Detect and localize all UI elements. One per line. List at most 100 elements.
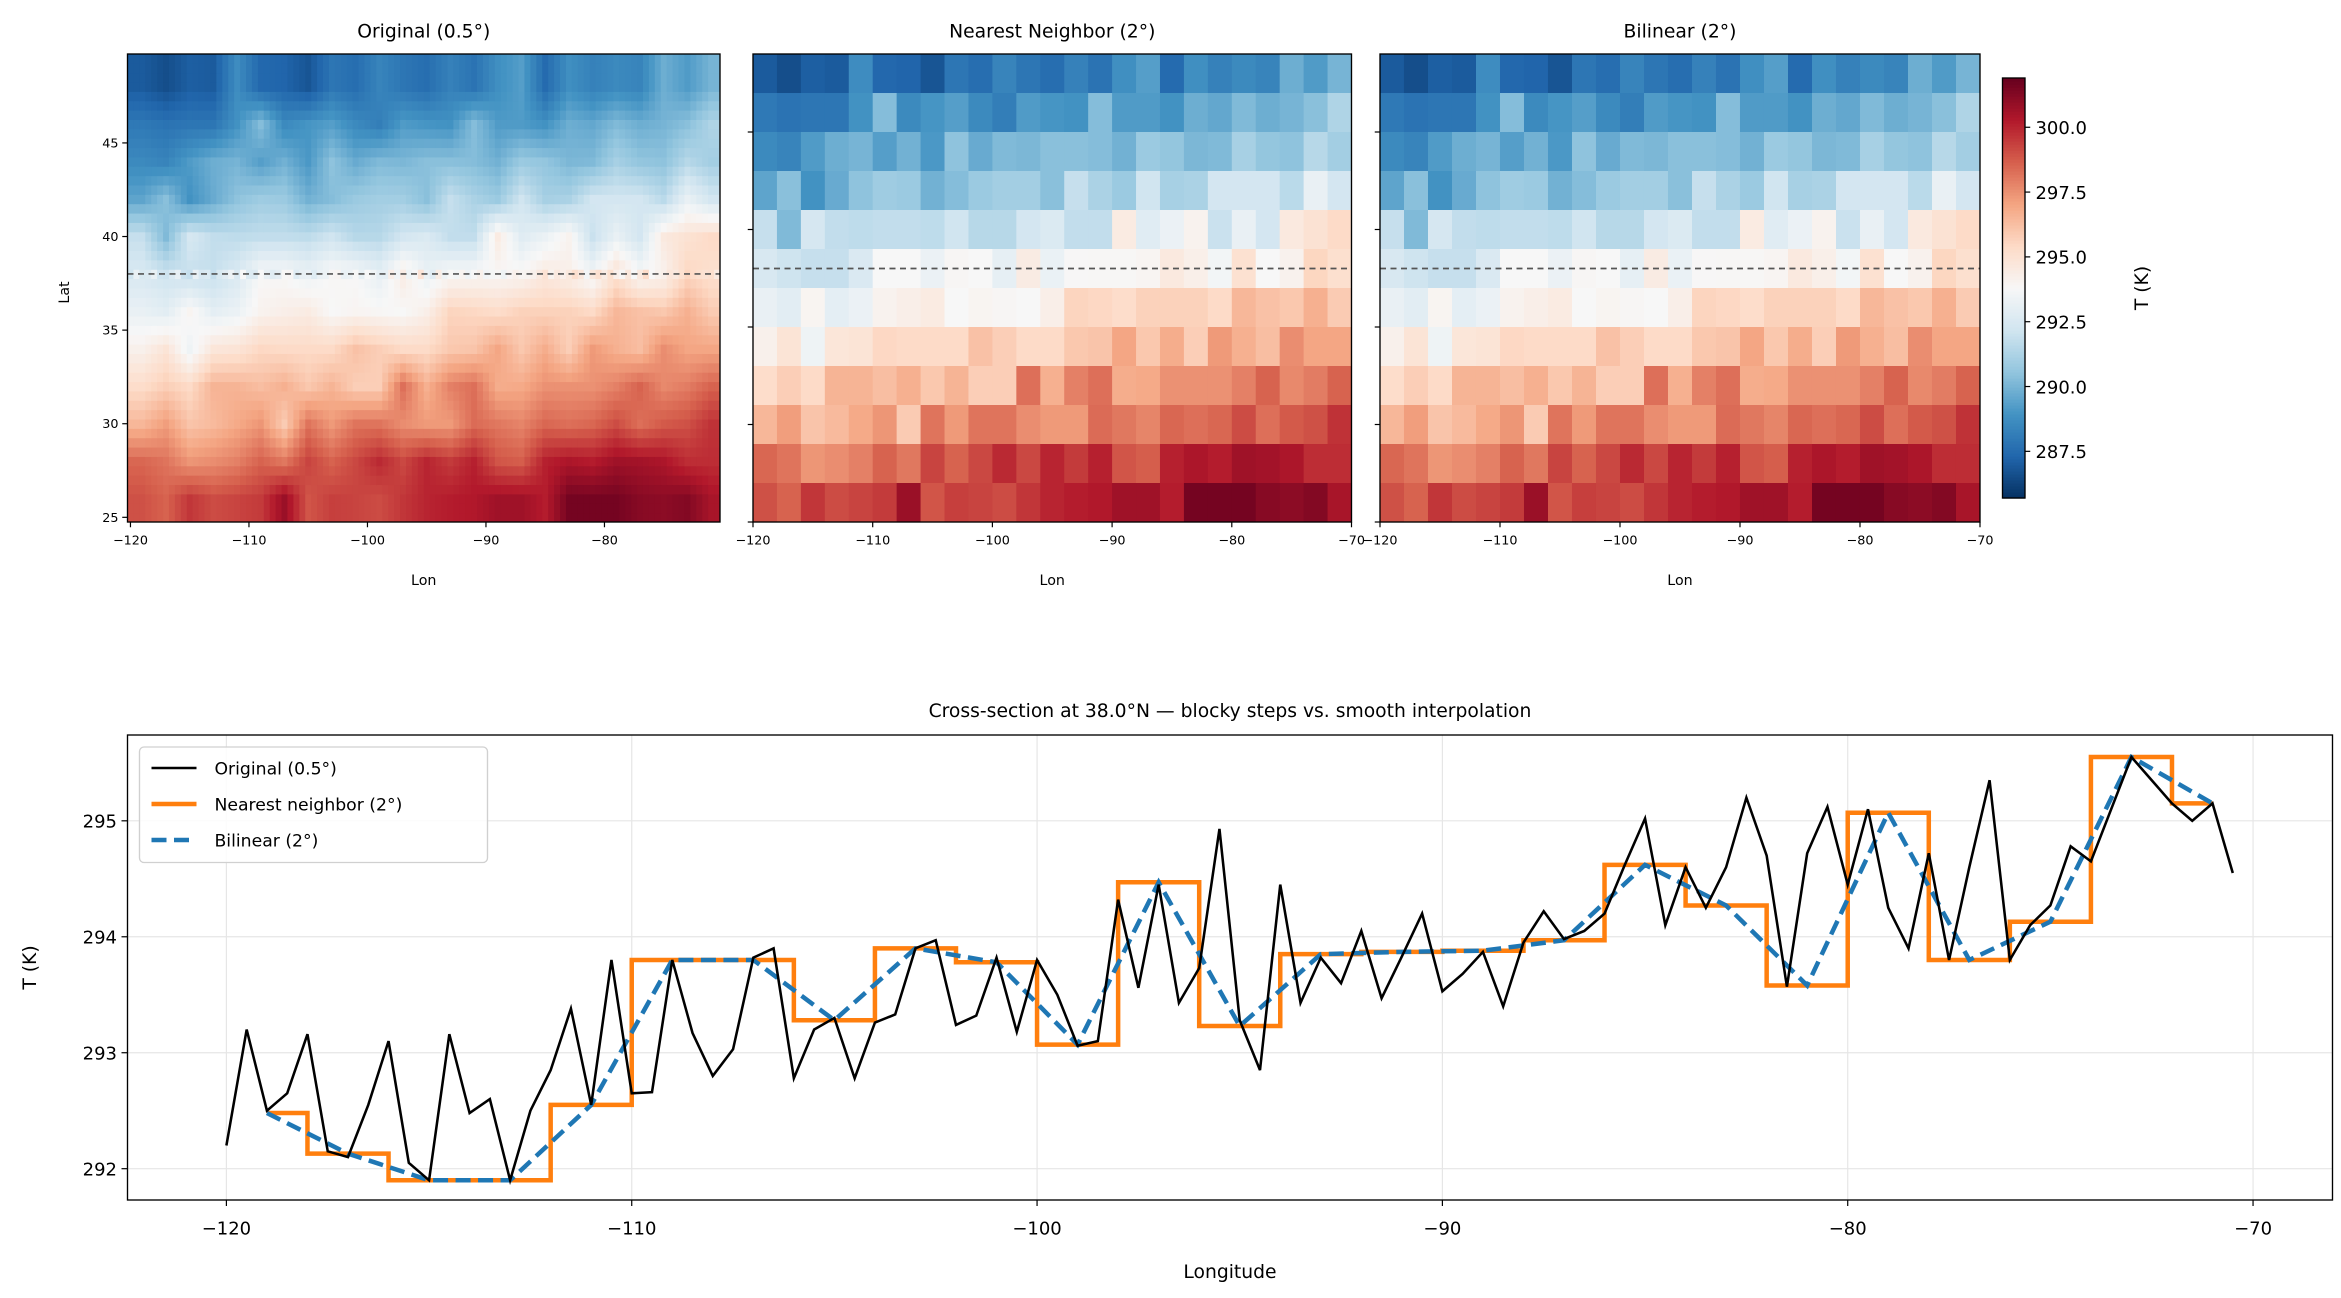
heatmap-cell: [482, 250, 490, 261]
heatmap-cell: [488, 381, 496, 392]
heatmap-cell: [388, 259, 395, 270]
heatmap-cell: [346, 63, 354, 74]
heatmap-cell: [180, 334, 188, 345]
heatmap-cell: [405, 381, 413, 392]
heatmap-cell: [589, 110, 597, 120]
heatmap-cell: [583, 119, 591, 130]
heatmap-cell: [690, 325, 697, 336]
heatmap-cell: [518, 222, 525, 233]
heatmap-cell: [287, 325, 294, 336]
heatmap-cell: [708, 334, 715, 345]
heatmap-cell: [311, 110, 318, 120]
heatmap-cell: [423, 484, 431, 495]
heatmap-cell: [595, 325, 602, 336]
heatmap-cell: [714, 288, 721, 298]
heatmap-cell: [477, 128, 484, 139]
heatmap-cell: [684, 241, 691, 252]
heatmap-cell: [714, 419, 721, 429]
heatmap-cell: [648, 493, 656, 504]
heatmap-cell: [245, 91, 253, 102]
heatmap-cell: [186, 222, 194, 233]
heatmap-cell: [305, 72, 312, 83]
heatmap-cell: [666, 147, 674, 158]
heatmap-cell: [666, 344, 674, 354]
heatmap-cell: [518, 54, 525, 64]
heatmap-cell: [317, 82, 324, 92]
heatmap-cell: [642, 437, 650, 448]
heatmap-cell: [151, 278, 158, 289]
heatmap-cell: [275, 306, 282, 317]
heatmap-cell: [423, 353, 431, 364]
heatmap-cell: [299, 344, 306, 354]
heatmap-cell: [394, 110, 401, 120]
heatmap-cell: [471, 194, 478, 205]
heatmap-cell: [299, 447, 306, 457]
heatmap-cell: [139, 372, 146, 383]
heatmap-cell: [174, 175, 182, 186]
heatmap-cell: [648, 156, 656, 167]
heatmap-cell: [642, 325, 650, 336]
heatmap-cell: [287, 231, 294, 242]
heatmap-cell: [613, 334, 620, 345]
heatmap-cell: [601, 409, 608, 420]
heatmap-cell: [512, 185, 519, 195]
heatmap-cell: [222, 166, 229, 177]
heatmap-cell: [364, 231, 371, 242]
heatmap-cell: [530, 390, 537, 401]
heatmap-cell: [198, 381, 205, 392]
heatmap-cell: [660, 306, 668, 317]
heatmap-cell: [204, 222, 211, 233]
heatmap-cell: [234, 437, 241, 448]
heatmap-cell: [577, 372, 585, 383]
heatmap-cell: [465, 100, 472, 111]
heatmap-cell: [376, 278, 383, 289]
heatmap-cell: [311, 222, 318, 233]
heatmap-cell: [358, 138, 365, 149]
heatmap-cell: [281, 428, 288, 439]
heatmap-cell: [364, 166, 371, 177]
heatmap-cell: [459, 222, 466, 233]
heatmap-cell: [560, 241, 567, 252]
heatmap-cell: [328, 54, 336, 64]
heatmap-cell: [388, 231, 395, 242]
heatmap-cell: [151, 362, 158, 373]
heatmap-cell: [512, 119, 519, 130]
heatmap-cell: [714, 334, 721, 345]
heatmap-cell: [240, 344, 247, 354]
heatmap-cell: [447, 456, 454, 467]
heatmap-cell: [358, 465, 365, 476]
heatmap-cell: [145, 325, 152, 336]
heatmap-cell: [500, 194, 508, 205]
heatmap-cell: [263, 362, 271, 373]
heatmap-cell: [305, 362, 312, 373]
heatmap-cell: [601, 503, 608, 514]
heatmap-cell: [648, 203, 656, 214]
heatmap-cell: [542, 278, 549, 289]
heatmap-cell: [660, 241, 668, 252]
heatmap-cell: [251, 82, 259, 92]
heatmap-cell: [524, 72, 531, 83]
heatmap-cell: [133, 147, 140, 158]
heatmap-cell: [494, 288, 502, 298]
heatmap-cell: [571, 194, 579, 205]
heatmap-cell: [714, 166, 721, 177]
heatmap-cell: [441, 185, 448, 195]
heatmap-cell: [352, 194, 360, 205]
heatmap-cell: [465, 166, 472, 177]
heatmap-cell: [186, 119, 194, 130]
heatmap-cell: [524, 437, 531, 448]
heatmap-cell: [411, 475, 419, 486]
heatmap-cell: [560, 91, 567, 102]
heatmap-cell: [163, 147, 170, 158]
heatmap-cell: [305, 325, 312, 336]
heatmap-cell: [441, 475, 448, 486]
heatmap-cell: [619, 203, 626, 214]
heatmap-cell: [269, 428, 277, 439]
heatmap-cell: [589, 306, 597, 317]
heatmap-cell: [388, 362, 395, 373]
heatmap-cell: [554, 372, 561, 383]
heatmap-cell: [595, 100, 602, 111]
heatmap-cell: [637, 250, 644, 261]
heatmap-cell: [145, 484, 152, 495]
heatmap-cell: [613, 222, 620, 233]
